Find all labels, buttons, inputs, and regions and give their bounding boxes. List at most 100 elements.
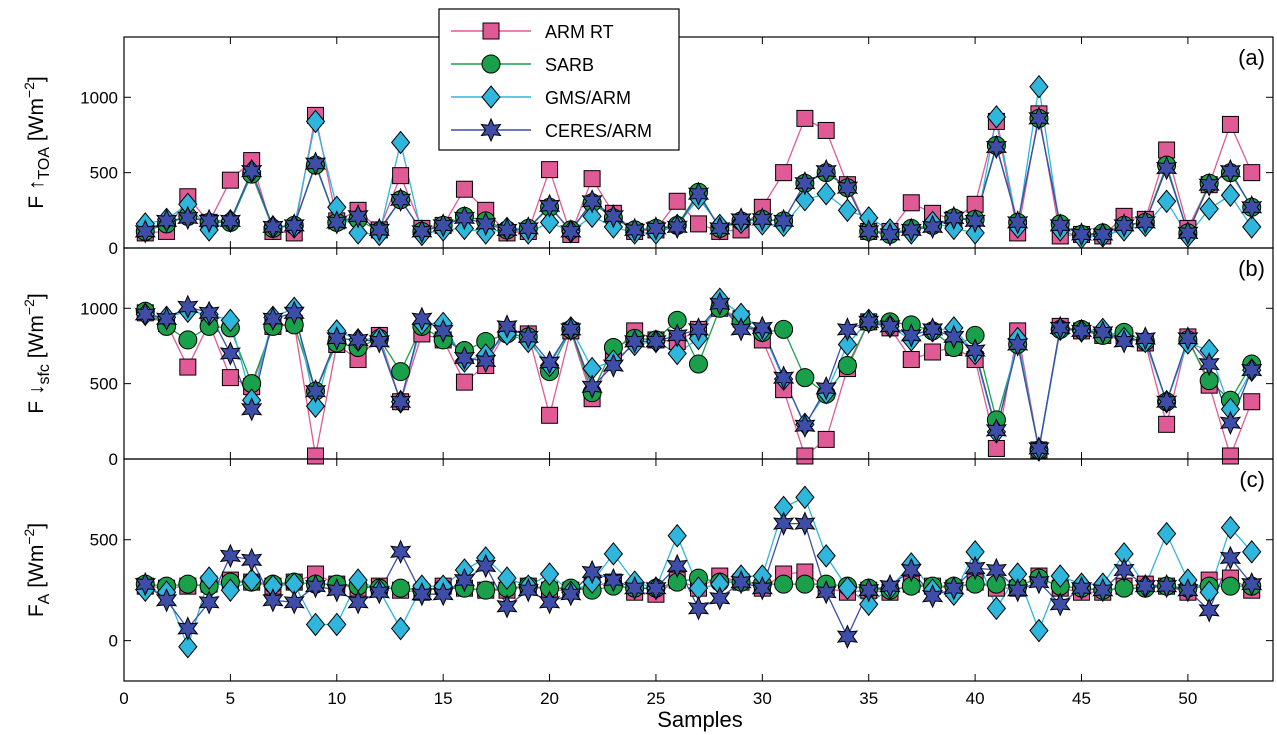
data-point — [1219, 410, 1242, 436]
data-point — [1029, 618, 1049, 643]
data-point — [305, 612, 326, 637]
data-point — [837, 332, 858, 357]
x-tick-label: 30 — [753, 689, 772, 708]
data-point — [1221, 115, 1239, 133]
data-point — [1070, 575, 1093, 601]
data-point — [177, 616, 199, 641]
data-point — [1242, 215, 1262, 239]
data-point — [155, 588, 178, 613]
data-point — [816, 544, 836, 568]
data-point — [581, 374, 603, 399]
data-point — [751, 575, 773, 601]
data-point — [347, 327, 369, 353]
data-point — [1092, 320, 1114, 345]
data-point — [304, 378, 327, 404]
data-point — [687, 596, 710, 621]
x-tick-label: 10 — [327, 689, 346, 708]
data-point — [964, 555, 986, 581]
x-tick-label: 40 — [966, 689, 985, 708]
data-point — [687, 317, 710, 342]
data-point — [220, 308, 241, 333]
data-point — [751, 315, 773, 341]
data-point — [283, 300, 305, 326]
panel-label: (b) — [1238, 256, 1265, 281]
data-point — [900, 217, 922, 243]
y-axis-label: FA [Wm−2] — [21, 523, 53, 617]
y-axis-label-part: ] — [25, 523, 48, 529]
x-tick-label: 5 — [226, 689, 235, 708]
data-point — [177, 205, 199, 231]
y-axis-label: F ↑TOA [Wm−2] — [21, 76, 53, 209]
data-point — [220, 578, 241, 602]
data-point — [411, 219, 433, 244]
data-point — [432, 213, 454, 238]
y-tick-label: 500 — [90, 531, 118, 550]
data-point — [943, 324, 965, 350]
panel-frame — [123, 458, 1274, 682]
data-point — [795, 574, 815, 594]
data-point — [541, 161, 559, 179]
data-point — [304, 573, 327, 599]
data-point — [1220, 515, 1241, 540]
data-point — [794, 511, 816, 536]
data-point — [689, 354, 708, 374]
x-tick-label: 20 — [540, 689, 559, 708]
data-point — [900, 557, 922, 583]
data-point — [1198, 351, 1220, 377]
data-point — [773, 511, 795, 536]
data-point — [496, 594, 518, 619]
data-point — [730, 317, 752, 342]
data-point — [1241, 571, 1263, 597]
data-point — [773, 365, 795, 390]
data-point — [221, 171, 239, 189]
data-point — [902, 351, 920, 369]
data-point — [1134, 573, 1156, 599]
data-point — [391, 362, 411, 382]
data-point — [796, 447, 814, 465]
data-point — [690, 215, 707, 233]
data-point — [155, 208, 178, 234]
panel-label: (c) — [1239, 467, 1265, 492]
y-tick-label: 500 — [90, 375, 118, 394]
data-point — [1113, 329, 1135, 354]
data-point — [795, 485, 815, 510]
data-point — [1092, 222, 1114, 247]
data-point — [177, 294, 199, 320]
data-point — [985, 557, 1007, 583]
data-point — [773, 208, 795, 234]
data-point — [815, 375, 837, 401]
data-point — [134, 219, 156, 244]
data-point — [1177, 326, 1199, 351]
data-point — [858, 577, 880, 603]
data-point — [348, 221, 368, 245]
data-point — [774, 574, 794, 594]
data-point — [964, 208, 986, 234]
data-point — [730, 207, 752, 232]
data-point — [709, 586, 731, 611]
data-point — [1050, 564, 1070, 588]
data-point — [262, 306, 284, 332]
data-point — [453, 567, 476, 593]
y-tick-label: 0 — [109, 632, 118, 651]
y-tick-label: 0 — [109, 239, 118, 258]
data-point — [476, 580, 496, 600]
series-markers-ceres-arm — [134, 511, 1263, 649]
data-point — [1134, 326, 1156, 351]
data-point — [347, 204, 369, 229]
data-point — [560, 219, 582, 244]
data-point — [179, 358, 197, 376]
data-point — [687, 181, 710, 206]
data-point — [1177, 220, 1199, 246]
data-point — [496, 314, 518, 339]
data-point — [1156, 189, 1177, 214]
data-point — [390, 130, 411, 155]
y-axis-label-part: [Wm — [25, 98, 48, 147]
data-point — [411, 306, 433, 332]
data-point — [1221, 447, 1239, 465]
y-axis-label-part: F — [25, 196, 48, 209]
data-point — [560, 317, 582, 342]
x-tick-label: 50 — [1178, 689, 1197, 708]
data-point — [538, 590, 561, 615]
data-point — [198, 300, 220, 326]
data-point — [1113, 213, 1135, 238]
